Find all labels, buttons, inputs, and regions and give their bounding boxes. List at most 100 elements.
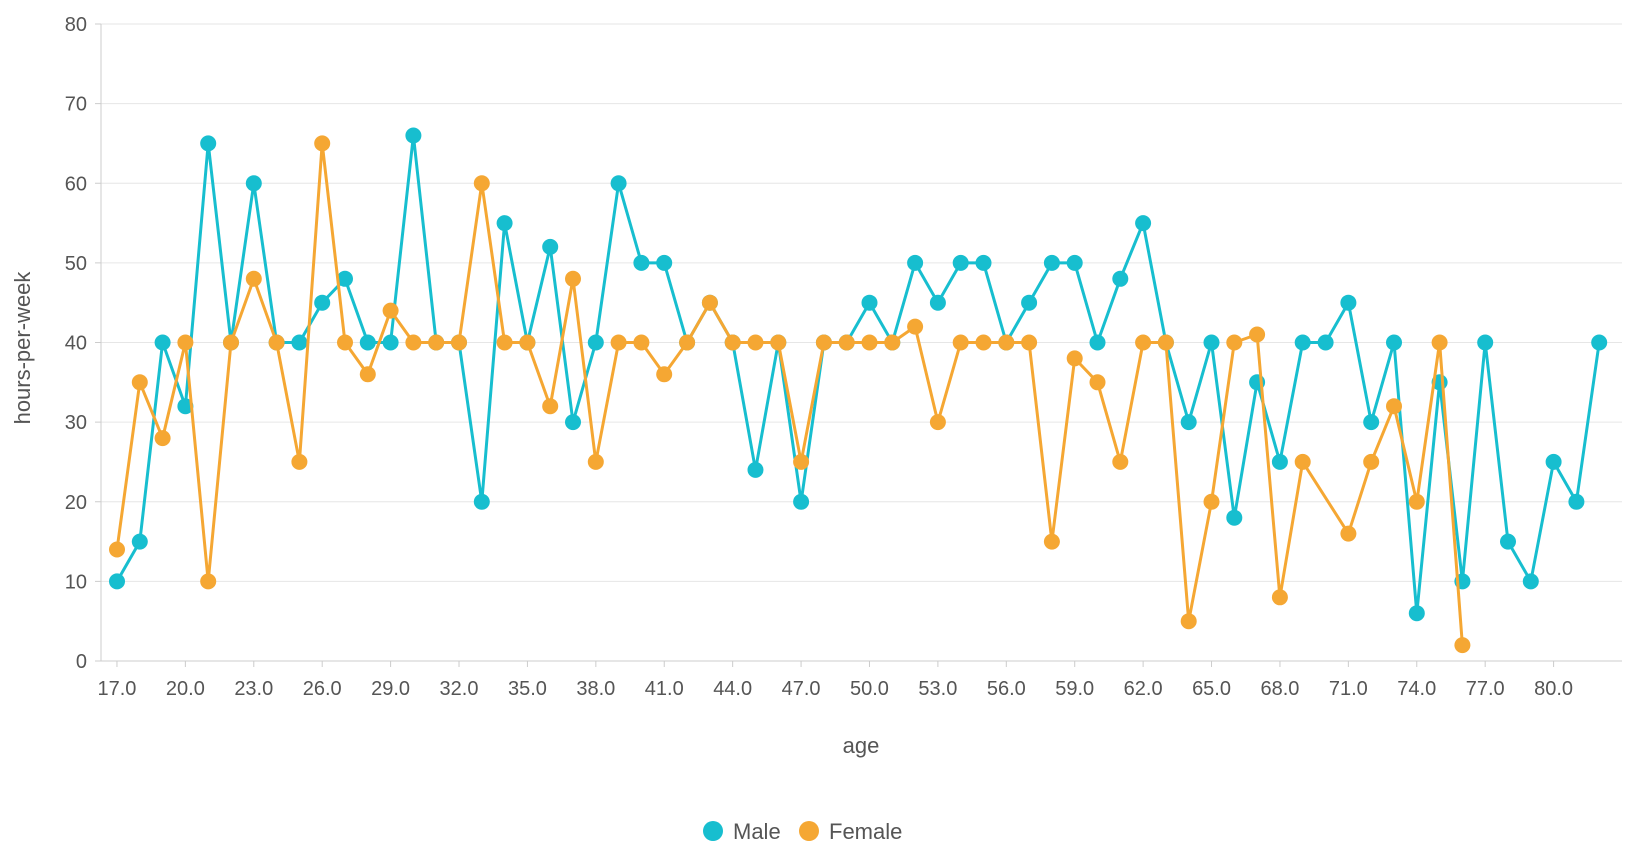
data-point-female[interactable] — [245, 270, 262, 287]
data-point-female[interactable] — [861, 334, 878, 351]
data-point-male[interactable] — [1043, 254, 1060, 271]
data-point-female[interactable] — [223, 334, 239, 351]
data-point-female[interactable] — [154, 430, 171, 447]
data-point-male[interactable] — [747, 461, 764, 478]
data-point-male[interactable] — [245, 175, 262, 192]
data-point-female[interactable] — [314, 135, 331, 152]
data-point-female[interactable] — [747, 334, 764, 351]
data-point-female[interactable] — [724, 334, 741, 351]
data-point-male[interactable] — [1135, 215, 1152, 232]
data-point-male[interactable] — [1180, 414, 1197, 431]
data-point-female[interactable] — [793, 453, 810, 470]
data-point-female[interactable] — [519, 334, 536, 351]
data-point-female[interactable] — [200, 573, 217, 590]
data-point-female[interactable] — [815, 334, 832, 351]
data-point-female[interactable] — [1271, 589, 1288, 606]
data-point-male[interactable] — [314, 294, 331, 311]
data-point-female[interactable] — [382, 302, 399, 319]
data-point-male[interactable] — [565, 414, 581, 431]
data-point-female[interactable] — [268, 334, 285, 351]
data-point-male[interactable] — [473, 493, 490, 510]
data-point-female[interactable] — [1363, 453, 1380, 470]
data-point-female[interactable] — [1157, 334, 1174, 351]
data-point-female[interactable] — [1180, 613, 1197, 630]
data-point-female[interactable] — [1043, 533, 1060, 550]
data-point-male[interactable] — [633, 254, 650, 271]
data-point-female[interactable] — [884, 334, 901, 351]
data-point-male[interactable] — [1408, 605, 1425, 622]
data-point-female[interactable] — [610, 334, 627, 351]
data-point-female[interactable] — [1340, 525, 1357, 542]
data-point-female[interactable] — [359, 366, 376, 383]
data-point-male[interactable] — [337, 270, 353, 287]
data-point-male[interactable] — [1500, 533, 1516, 550]
data-point-male[interactable] — [1591, 334, 1608, 351]
data-point-female[interactable] — [337, 334, 353, 351]
data-point-male[interactable] — [1271, 453, 1288, 470]
data-point-female[interactable] — [975, 334, 992, 351]
data-point-female[interactable] — [473, 175, 490, 192]
data-point-male[interactable] — [1089, 334, 1106, 351]
data-point-male[interactable] — [1386, 334, 1402, 351]
data-point-female[interactable] — [1408, 493, 1425, 510]
data-point-male[interactable] — [793, 493, 810, 510]
data-point-female[interactable] — [131, 374, 148, 391]
data-point-female[interactable] — [109, 541, 125, 558]
data-point-male[interactable] — [496, 215, 513, 232]
data-point-female[interactable] — [1135, 334, 1152, 351]
legend-item-female[interactable]: Female — [799, 819, 902, 844]
data-point-female[interactable] — [291, 453, 308, 470]
data-point-male[interactable] — [1226, 509, 1243, 526]
data-point-male[interactable] — [1522, 573, 1539, 590]
data-point-male[interactable] — [542, 238, 559, 255]
data-point-female[interactable] — [1021, 334, 1038, 351]
data-point-female[interactable] — [1249, 326, 1266, 343]
data-point-female[interactable] — [1112, 453, 1129, 470]
data-point-female[interactable] — [428, 334, 445, 351]
data-point-male[interactable] — [1340, 294, 1357, 311]
data-point-male[interactable] — [929, 294, 946, 311]
data-point-female[interactable] — [177, 334, 194, 351]
data-point-female[interactable] — [1226, 334, 1243, 351]
data-point-female[interactable] — [1454, 637, 1471, 654]
data-point-female[interactable] — [770, 334, 787, 351]
data-point-female[interactable] — [679, 334, 696, 351]
data-point-male[interactable] — [610, 175, 627, 192]
data-point-female[interactable] — [565, 270, 581, 287]
data-point-female[interactable] — [1203, 493, 1220, 510]
data-point-male[interactable] — [291, 334, 308, 351]
data-point-male[interactable] — [405, 127, 422, 144]
legend[interactable]: Male Female — [703, 819, 902, 844]
data-point-male[interactable] — [861, 294, 878, 311]
data-point-male[interactable] — [1294, 334, 1311, 351]
data-point-male[interactable] — [656, 254, 673, 271]
data-point-male[interactable] — [154, 334, 171, 351]
data-point-male[interactable] — [1568, 493, 1585, 510]
data-point-male[interactable] — [587, 334, 604, 351]
data-point-male[interactable] — [177, 398, 194, 415]
data-point-male[interactable] — [131, 533, 148, 550]
data-point-female[interactable] — [633, 334, 650, 351]
data-point-female[interactable] — [952, 334, 969, 351]
data-point-female[interactable] — [1089, 374, 1106, 391]
data-point-female[interactable] — [907, 318, 924, 335]
legend-item-male[interactable]: Male — [703, 819, 781, 844]
data-point-male[interactable] — [109, 573, 125, 590]
data-point-female[interactable] — [838, 334, 855, 351]
data-point-female[interactable] — [929, 414, 946, 431]
data-point-male[interactable] — [1317, 334, 1334, 351]
data-point-male[interactable] — [1363, 414, 1380, 431]
data-point-male[interactable] — [907, 254, 924, 271]
data-point-male[interactable] — [1203, 334, 1220, 351]
data-point-female[interactable] — [1294, 453, 1311, 470]
data-point-male[interactable] — [975, 254, 992, 271]
data-point-female[interactable] — [451, 334, 467, 351]
data-point-female[interactable] — [1066, 350, 1083, 367]
data-point-female[interactable] — [701, 294, 718, 311]
data-point-male[interactable] — [200, 135, 217, 152]
data-point-female[interactable] — [998, 334, 1015, 351]
data-point-female[interactable] — [405, 334, 422, 351]
data-point-female[interactable] — [587, 453, 604, 470]
data-point-female[interactable] — [542, 398, 559, 415]
data-point-male[interactable] — [382, 334, 399, 351]
